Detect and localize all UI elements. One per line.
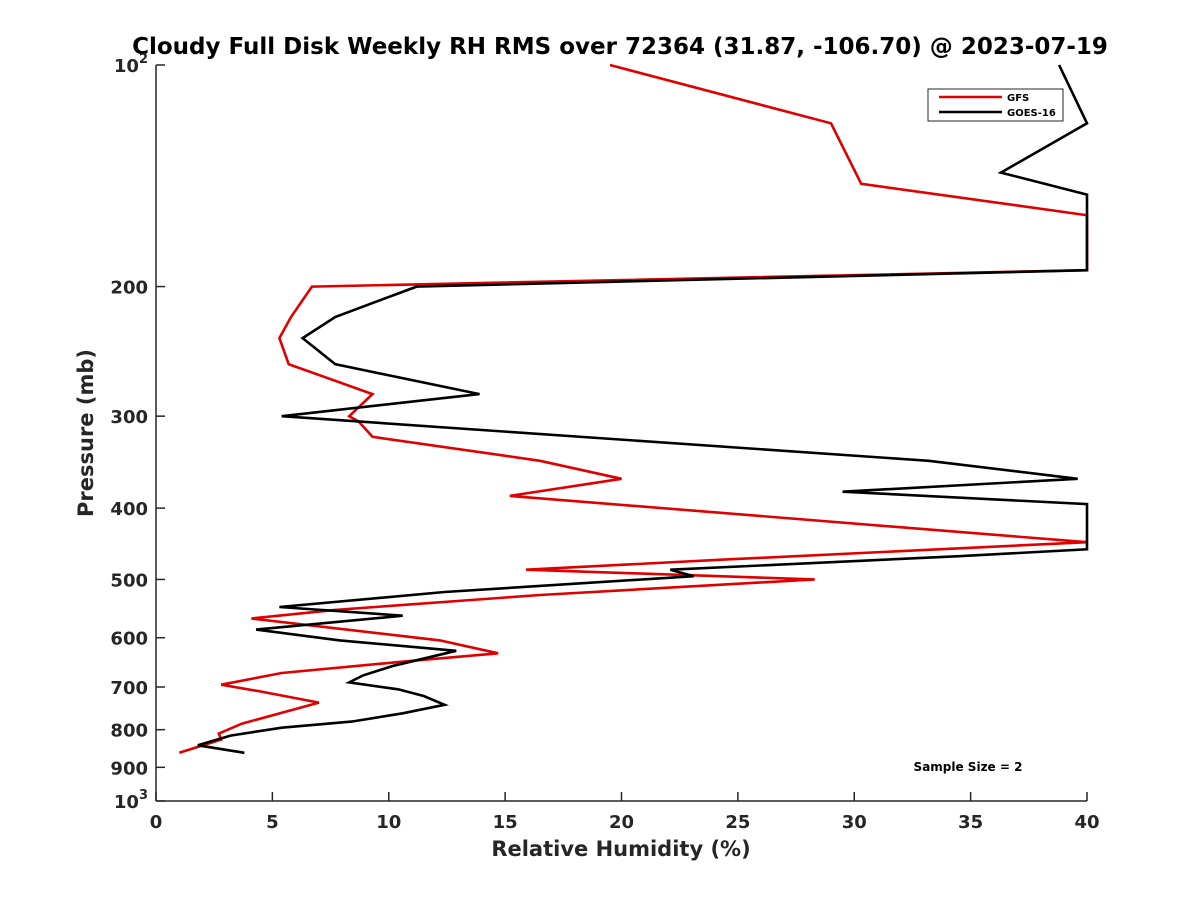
x-tick-label: 0: [150, 812, 163, 833]
y-tick-label: 500: [110, 570, 148, 591]
x-tick-label: 40: [1074, 812, 1099, 833]
legend: GFS GOES-16: [927, 88, 1064, 122]
y-tick-label: 400: [110, 499, 148, 520]
x-tick-label: 10: [376, 812, 401, 833]
y-tick-label: 700: [110, 678, 148, 699]
series-line-gfs: [178, 63, 1089, 755]
y-tick-base: 10: [114, 792, 139, 813]
y-tick-label: 200: [110, 278, 148, 299]
sample-size-annotation: Sample Size = 2: [914, 760, 1023, 774]
x-tick-label: 5: [266, 812, 279, 833]
x-tick-label: 35: [958, 812, 983, 833]
plot-area: [155, 65, 1087, 802]
y-tick-label: 103: [114, 788, 148, 813]
legend-label-goes-16: GOES-16: [1007, 108, 1056, 119]
x-tick-label: 20: [609, 812, 634, 833]
y-tick-label: 600: [110, 629, 148, 650]
y-axis-label: Pressure (mb): [74, 349, 98, 517]
series-line-goes-16: [197, 64, 1089, 755]
x-tick-label: 30: [842, 812, 867, 833]
y-tick-label: 800: [110, 721, 148, 742]
y-tick-base: 10: [114, 56, 139, 77]
y-tick-label: 900: [110, 758, 148, 779]
y-tick-exponent: 2: [139, 52, 148, 67]
legend-label-gfs: GFS: [1007, 93, 1029, 104]
series-lines: [178, 63, 1089, 755]
y-tick-exponent: 3: [139, 788, 148, 803]
x-ticks: 0 5 10 15 20 25 30 35 40: [150, 792, 1100, 833]
legend-box: [927, 88, 1064, 122]
x-tick-label: 15: [493, 812, 518, 833]
y-tick-label: 300: [110, 407, 148, 428]
chart-title: Cloudy Full Disk Weekly RH RMS over 7236…: [132, 34, 1108, 60]
x-tick-label: 25: [725, 812, 750, 833]
x-axis-label: Relative Humidity (%): [491, 837, 750, 861]
y-tick-label: 102: [114, 52, 148, 77]
